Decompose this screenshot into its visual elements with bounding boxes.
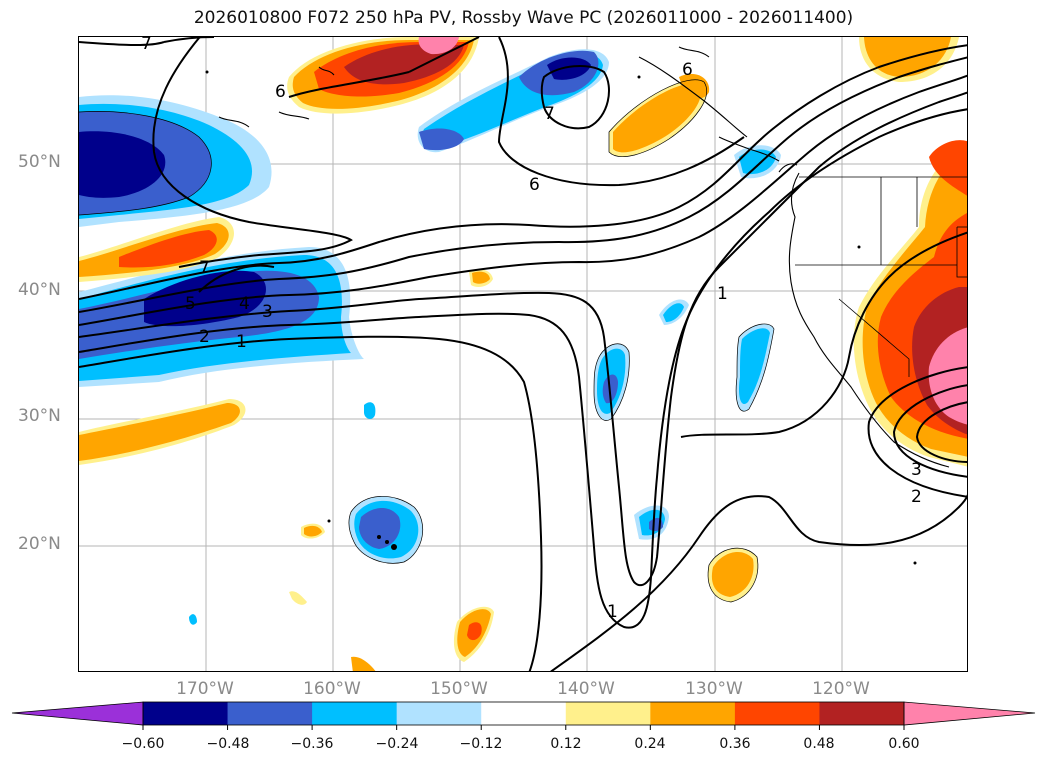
- colorbar-extend-high: [903, 701, 1036, 726]
- lon-label-170w: 170°W: [176, 679, 234, 699]
- colorbar-cell: [565, 702, 651, 725]
- contour-label: 7: [199, 258, 210, 278]
- contour-label: 6: [275, 82, 286, 102]
- contour-label: 7: [141, 37, 152, 54]
- colorbar-cell: [227, 702, 313, 725]
- contour-label: 6: [529, 175, 540, 195]
- colorbar-tick: −0.12: [459, 736, 503, 752]
- contour-label: 1: [607, 602, 618, 622]
- contour-label: 1: [717, 284, 728, 304]
- colorbar-tick: −0.36: [290, 736, 334, 752]
- colorbar: [11, 701, 1036, 730]
- contour-label: 5: [185, 294, 196, 314]
- contour-label: 4: [239, 294, 250, 314]
- contour-label: 3: [262, 302, 273, 322]
- figure-title: 2026010800 F072 250 hPa PV, Rossby Wave …: [193, 8, 854, 28]
- colorbar-tick: 0.60: [888, 736, 920, 752]
- map-canvas: 7 6 6 7 6 7 5 4 3 2 1 1 1 3 2: [79, 37, 967, 671]
- colorbar-tick: 0.36: [719, 736, 751, 752]
- pv-contours: [79, 37, 967, 671]
- colorbar-tick: 0.24: [634, 736, 666, 752]
- colorbar-cell: [734, 702, 820, 725]
- colorbar-cells: [143, 702, 905, 725]
- contour-label: 1: [236, 332, 247, 352]
- coastlines: [218, 46, 950, 468]
- lon-label-160w: 160°W: [303, 679, 361, 699]
- colorbar-cell: [312, 702, 398, 725]
- colorbar-cell: [650, 702, 736, 725]
- lon-label-130w: 130°W: [685, 679, 743, 699]
- lat-label-30n: 30°N: [18, 406, 61, 426]
- colorbar-tick: −0.60: [121, 736, 165, 752]
- colorbar-cell: [819, 702, 905, 725]
- colorbar-tick: −0.24: [375, 736, 419, 752]
- state-borders: [795, 176, 967, 377]
- lon-label-120w: 120°W: [812, 679, 870, 699]
- colorbar-tick: 0.48: [803, 736, 835, 752]
- lat-label-40n: 40°N: [18, 280, 61, 300]
- contour-label: 3: [911, 460, 922, 480]
- lon-label-150w: 150°W: [430, 679, 488, 699]
- colorbar-tick: 0.12: [550, 736, 582, 752]
- colorbar-tick: −0.48: [206, 736, 250, 752]
- negative-anomaly-fills: [79, 49, 781, 625]
- colorbar-extend-low: [11, 701, 144, 726]
- colorbar-border: [142, 701, 905, 726]
- lat-label-50n: 50°N: [18, 152, 61, 172]
- colorbar-cell: [143, 702, 229, 725]
- contour-label: 7: [544, 104, 555, 124]
- map-panel: 7 6 6 7 6 7 5 4 3 2 1 1 1 3 2: [78, 36, 968, 672]
- colorbar-cell: [481, 702, 567, 725]
- colorbar-cell: [396, 702, 482, 725]
- islands: [205, 70, 917, 565]
- contour-label: 2: [199, 327, 210, 347]
- contour-label: 6: [682, 60, 693, 80]
- anomaly-outlines: [79, 79, 775, 603]
- lon-label-140w: 140°W: [557, 679, 615, 699]
- contour-labels: 7 6 6 7 6 7 5 4 3 2 1 1 1 3 2: [141, 37, 922, 622]
- lat-label-20n: 20°N: [18, 534, 61, 554]
- contour-label: 2: [911, 487, 922, 507]
